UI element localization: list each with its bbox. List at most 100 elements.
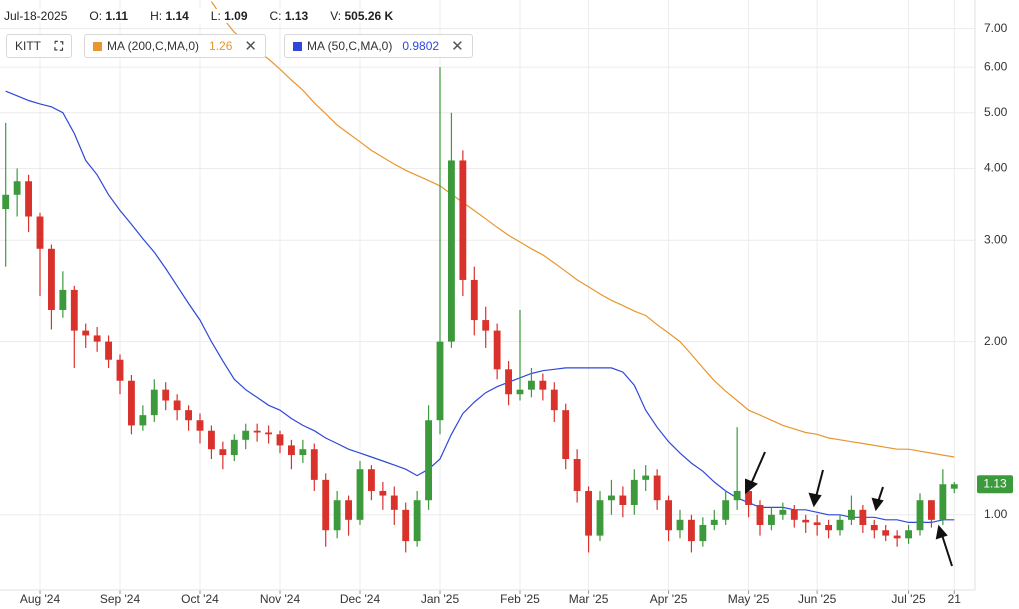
ohlc-item: H: 1.14 [150, 9, 189, 23]
candle-body [128, 380, 135, 426]
candle-body [345, 500, 352, 520]
candle-body [196, 420, 204, 431]
candle-body [208, 430, 215, 450]
ohlc-item: V: 505.26 K [330, 9, 393, 23]
candle-body [813, 522, 821, 525]
candle-body [859, 509, 867, 525]
candle-body [825, 524, 832, 531]
candle-body [82, 330, 90, 336]
last-price-label: 1.13 [983, 476, 1007, 490]
candle-body [870, 524, 878, 531]
candle-body [768, 514, 775, 525]
candle-body [150, 389, 158, 416]
symbol-chip[interactable]: KITT ⛶ [6, 34, 72, 58]
ohlc-label: L: [210, 9, 221, 23]
candle-body [619, 495, 627, 505]
x-tick-label: Feb '25 [500, 592, 540, 606]
candle-body [459, 160, 467, 280]
y-tick-label: 4.00 [984, 161, 1008, 175]
candle-body [173, 400, 181, 411]
candle-body [436, 341, 444, 421]
candle-body [596, 500, 604, 536]
candle-body [790, 509, 798, 520]
ma-line [5, 90, 955, 523]
legend-value: 1.26 [209, 39, 233, 53]
candle-body [379, 490, 387, 496]
candle-body [630, 479, 638, 505]
candle-body [710, 519, 718, 525]
candle-body [299, 449, 307, 456]
candle-body [368, 469, 375, 491]
candle-body [70, 289, 78, 331]
candle-body [402, 509, 410, 542]
candle-body [882, 530, 890, 536]
y-tick-label: 5.00 [984, 105, 1008, 119]
candle-body [356, 469, 364, 520]
candle-body [608, 495, 615, 501]
candle-body [425, 420, 432, 501]
y-tick-label: 6.00 [984, 59, 1008, 73]
x-tick-label: Mar '25 [569, 592, 609, 606]
candle-body [779, 509, 787, 515]
candle-body [322, 479, 330, 531]
candle-body [162, 389, 170, 401]
candle-body [333, 500, 341, 531]
date: Jul-18-2025 [4, 9, 68, 23]
arrow [750, 451, 766, 485]
legend-name: MA (50,C,MA,0) [307, 39, 393, 53]
candle-body [928, 500, 935, 520]
y-tick-label: 2.00 [984, 334, 1008, 348]
candle-body [448, 160, 455, 342]
ohlc-label: O: [89, 9, 103, 23]
candle-body [642, 475, 650, 480]
candle-body [105, 341, 112, 360]
x-tick-label: Apr '25 [650, 592, 688, 606]
ohlc-label: C: [269, 9, 282, 23]
candle-body [528, 380, 535, 390]
x-tick-label: Nov '24 [260, 592, 301, 606]
ohlc-item: L: 1.09 [211, 9, 248, 23]
candle-body [562, 410, 570, 460]
x-tick-label: Jul '25 [891, 592, 926, 606]
candle-body [756, 504, 764, 525]
candle-body [390, 495, 398, 510]
candle-body [745, 490, 752, 505]
legend-chip[interactable]: MA (50,C,MA,0) 0.9802 ✕ [284, 34, 473, 58]
arrow-head [935, 524, 948, 540]
ohlc-header: Jul-18-2025 O: 1.11 H: 1.14 L: 1.09 C: 1.13 V… [4, 9, 394, 23]
candle-body [573, 459, 581, 491]
x-tick-label: Dec '24 [340, 592, 381, 606]
candle-body [733, 490, 741, 501]
candle-body [916, 500, 924, 531]
symbol: KITT [15, 39, 41, 53]
candle-body [253, 430, 261, 433]
candle-body [116, 359, 124, 381]
ohlc-value: 1.11 [105, 9, 129, 23]
candle-body [413, 500, 421, 542]
candle-body [13, 181, 21, 195]
annotation-arrows [745, 451, 953, 567]
last-price-tag [977, 475, 1013, 494]
candle-body [242, 430, 250, 440]
arrow [815, 469, 824, 498]
candle-body [288, 445, 295, 456]
candle-body [185, 410, 192, 421]
candle-body [893, 535, 901, 539]
candle-body [585, 490, 592, 536]
ohlc-value: 1.14 [165, 9, 189, 23]
x-tick-label: May '25 [728, 592, 770, 606]
candle-body [688, 519, 695, 542]
candle-body [93, 335, 101, 342]
candle-body [722, 500, 730, 520]
candle-body [493, 330, 501, 370]
ohlc-label: V: [330, 9, 342, 23]
candle-body [653, 475, 661, 501]
ohlc-value: 505.26 K [344, 9, 394, 23]
x-tick-label: Jun '25 [798, 592, 837, 606]
legend-value: 0.9802 [402, 39, 440, 53]
candle-body [550, 389, 558, 411]
legend-chip[interactable]: MA (200,C,MA,0) 1.26 ✕ [84, 34, 266, 58]
arrow-head [745, 478, 758, 495]
